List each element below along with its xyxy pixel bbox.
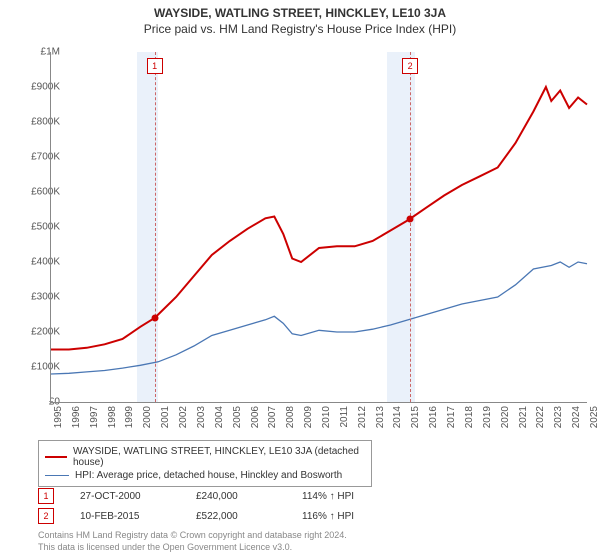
x-tick-label: 2011 bbox=[339, 406, 350, 436]
x-tick-label: 1995 bbox=[53, 406, 64, 436]
x-tick-label: 2004 bbox=[214, 406, 225, 436]
x-tick-label: 2010 bbox=[321, 406, 332, 436]
chart-container: WAYSIDE, WATLING STREET, HINCKLEY, LE10 … bbox=[0, 0, 600, 560]
chart-subtitle: Price paid vs. HM Land Registry's House … bbox=[0, 20, 600, 40]
sale-badge: 1 bbox=[38, 488, 54, 504]
sale-date: 10-FEB-2015 bbox=[80, 511, 170, 522]
footer-line2: This data is licensed under the Open Gov… bbox=[38, 542, 347, 554]
legend-swatch bbox=[45, 475, 69, 476]
sale-marker-line bbox=[410, 52, 411, 402]
legend-item: WAYSIDE, WATLING STREET, HINCKLEY, LE10 … bbox=[45, 445, 365, 469]
x-tick-label: 2008 bbox=[285, 406, 296, 436]
x-tick-label: 2017 bbox=[446, 406, 457, 436]
x-tick-label: 2012 bbox=[357, 406, 368, 436]
sale-price: £240,000 bbox=[196, 491, 276, 502]
x-tick-label: 2022 bbox=[535, 406, 546, 436]
sale-pct: 116% ↑ HPI bbox=[302, 511, 382, 522]
x-tick-label: 2006 bbox=[250, 406, 261, 436]
x-tick-label: 2023 bbox=[553, 406, 564, 436]
legend-swatch bbox=[45, 456, 67, 458]
sale-marker-dot bbox=[151, 315, 158, 322]
x-tick-label: 2005 bbox=[232, 406, 243, 436]
x-tick-label: 1998 bbox=[107, 406, 118, 436]
sale-row: 2 10-FEB-2015 £522,000 116% ↑ HPI bbox=[38, 508, 382, 524]
footer: Contains HM Land Registry data © Crown c… bbox=[38, 530, 347, 553]
sale-marker-badge: 2 bbox=[402, 58, 418, 74]
sale-date: 27-OCT-2000 bbox=[80, 491, 170, 502]
x-tick-label: 2003 bbox=[196, 406, 207, 436]
chart-title: WAYSIDE, WATLING STREET, HINCKLEY, LE10 … bbox=[0, 0, 600, 20]
x-tick-label: 2007 bbox=[267, 406, 278, 436]
x-tick-label: 2000 bbox=[142, 406, 153, 436]
sale-marker-dot bbox=[407, 216, 414, 223]
x-tick-label: 2002 bbox=[178, 406, 189, 436]
x-tick-label: 1997 bbox=[89, 406, 100, 436]
sale-marker-line bbox=[155, 52, 156, 402]
plot-svg bbox=[51, 52, 587, 402]
series-hpi bbox=[51, 262, 587, 374]
sale-badge: 2 bbox=[38, 508, 54, 524]
x-tick-label: 1996 bbox=[71, 406, 82, 436]
sale-price: £522,000 bbox=[196, 511, 276, 522]
x-tick-label: 2025 bbox=[589, 406, 600, 436]
legend-label: HPI: Average price, detached house, Hinc… bbox=[75, 470, 342, 481]
x-tick-label: 2014 bbox=[392, 406, 403, 436]
x-tick-label: 2001 bbox=[160, 406, 171, 436]
x-tick-label: 2013 bbox=[375, 406, 386, 436]
x-tick-label: 2020 bbox=[500, 406, 511, 436]
x-tick-label: 2018 bbox=[464, 406, 475, 436]
x-tick-label: 2019 bbox=[482, 406, 493, 436]
legend: WAYSIDE, WATLING STREET, HINCKLEY, LE10 … bbox=[38, 440, 372, 487]
x-tick-label: 1999 bbox=[124, 406, 135, 436]
sale-row: 1 27-OCT-2000 £240,000 114% ↑ HPI bbox=[38, 488, 382, 504]
x-tick-label: 2015 bbox=[410, 406, 421, 436]
x-tick-label: 2009 bbox=[303, 406, 314, 436]
sale-marker-badge: 1 bbox=[147, 58, 163, 74]
plot-area: 12 bbox=[50, 52, 587, 403]
x-tick-label: 2016 bbox=[428, 406, 439, 436]
legend-item: HPI: Average price, detached house, Hinc… bbox=[45, 469, 365, 482]
series-property bbox=[51, 87, 587, 350]
footer-line1: Contains HM Land Registry data © Crown c… bbox=[38, 530, 347, 542]
x-tick-label: 2021 bbox=[518, 406, 529, 436]
legend-label: WAYSIDE, WATLING STREET, HINCKLEY, LE10 … bbox=[73, 446, 365, 468]
sale-pct: 114% ↑ HPI bbox=[302, 491, 382, 502]
x-tick-label: 2024 bbox=[571, 406, 582, 436]
